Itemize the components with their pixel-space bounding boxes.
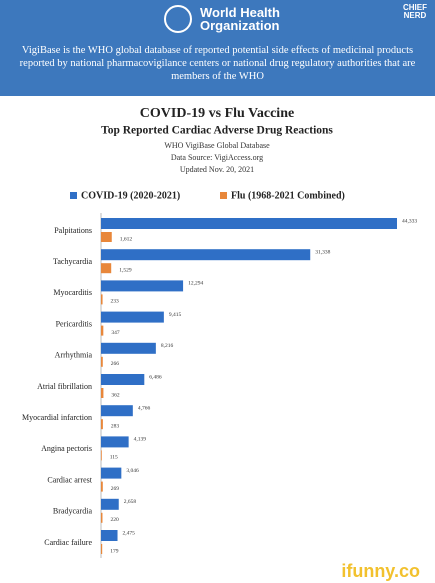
bar	[101, 342, 156, 354]
org-line: World Health	[200, 5, 280, 20]
bar	[101, 325, 104, 336]
value-label: 4,139	[134, 437, 147, 443]
bar	[101, 374, 145, 385]
value-label: 266	[111, 361, 120, 367]
value-label: 2,658	[124, 499, 137, 505]
legend-swatch	[70, 192, 77, 199]
value-label: 220	[110, 517, 119, 523]
category-label: Cardiac failure	[44, 538, 92, 547]
chart-subtitle: Top Reported Cardiac Adverse Drug Reacti…	[101, 125, 333, 137]
value-label: 12,294	[188, 281, 203, 287]
value-label: 6,486	[149, 374, 162, 380]
bar	[101, 467, 122, 479]
note: Updated Nov. 20, 2021	[180, 165, 254, 174]
description: VigiBase is the WHO global database of r…	[19, 45, 416, 82]
bar	[101, 311, 164, 323]
value-label: 1,529	[119, 267, 132, 273]
watermark: ifunny.co	[341, 561, 420, 581]
category-label: Pericarditis	[56, 319, 92, 328]
category-label: Arrhythmia	[55, 351, 93, 360]
value-label: 362	[111, 392, 120, 398]
bar	[101, 294, 103, 305]
legend-label: COVID-19 (2020-2021)	[81, 190, 180, 201]
category-label: Angina pectoris	[41, 444, 92, 453]
note: WHO VigiBase Global Database	[164, 141, 270, 150]
legend-label: Flu (1968-2021 Combined)	[231, 190, 345, 201]
bar	[101, 481, 103, 492]
note: Data Source: VigiAccess.org	[171, 153, 263, 162]
category-label: Myocardial infarction	[22, 413, 92, 422]
bar	[101, 388, 104, 398]
value-label: 269	[111, 486, 120, 492]
bar	[101, 530, 118, 541]
value-label: 2,475	[123, 530, 136, 536]
bar	[101, 405, 133, 417]
header: World Health Organization CHIEF NERD Vig…	[0, 0, 435, 96]
badge-line: CHIEF	[403, 3, 427, 12]
bar	[101, 419, 103, 430]
value-label: 9,415	[169, 312, 182, 318]
badge-line: NERD	[403, 11, 427, 20]
bar	[101, 544, 103, 554]
value-label: 44,333	[402, 218, 417, 224]
value-label: 3,046	[126, 468, 139, 474]
badge: CHIEF NERD	[403, 4, 427, 20]
value-label: 179	[110, 548, 119, 554]
value-label: 233	[111, 299, 120, 305]
legend-swatch	[220, 192, 227, 199]
chart: COVID-19 vs Flu Vaccine Top Reported Car…	[22, 106, 420, 581]
bar	[101, 218, 397, 229]
bar	[101, 512, 103, 523]
category-label: Palpitations	[54, 226, 92, 235]
chart-title: COVID-19 vs Flu Vaccine	[140, 106, 294, 121]
value-label: 4,766	[138, 405, 151, 411]
value-label: 115	[110, 455, 118, 461]
bar	[101, 436, 129, 448]
bar	[101, 232, 112, 242]
category-label: Bradycardia	[53, 507, 93, 516]
value-label: 8,216	[161, 343, 174, 349]
who-logo	[164, 5, 192, 33]
category-label: Atrial fibrillation	[37, 382, 92, 391]
bar	[101, 263, 112, 274]
value-label: 31,338	[315, 249, 330, 255]
bar	[101, 450, 102, 461]
org-line: Organization	[200, 18, 280, 33]
bar	[101, 356, 103, 367]
category-label: Tachycardia	[53, 257, 92, 266]
bar	[101, 249, 311, 261]
value-label: 1,612	[120, 236, 133, 242]
value-label: 347	[111, 330, 120, 336]
value-label: 283	[111, 423, 120, 429]
bar	[101, 280, 184, 292]
category-label: Cardiac arrest	[47, 475, 92, 484]
category-label: Myocarditis	[53, 288, 92, 297]
org-name: World Health Organization	[200, 6, 280, 32]
bar	[101, 498, 119, 510]
